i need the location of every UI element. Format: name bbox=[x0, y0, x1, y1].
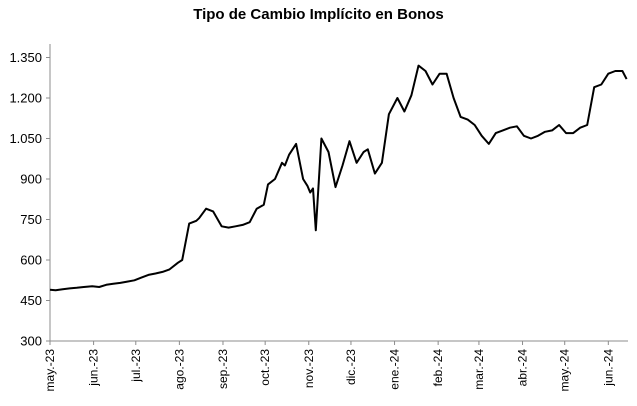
x-tick-label: may.-23 bbox=[43, 349, 57, 392]
x-tick-label: abr.-24 bbox=[516, 349, 530, 387]
series-line bbox=[49, 64, 628, 292]
axes bbox=[49, 44, 628, 342]
x-tick-label: ene.-24 bbox=[388, 349, 402, 390]
y-tick-label: 600 bbox=[20, 253, 42, 268]
x-tick-label: jun.-24 bbox=[601, 349, 615, 387]
y-ticks: 300 450 600 750 900 1.050 1.200 1.350 bbox=[9, 50, 50, 349]
x-tick-label: oct.-23 bbox=[258, 349, 272, 386]
x-tick-label: jul.-23 bbox=[129, 349, 143, 383]
y-tick-label: 900 bbox=[20, 172, 42, 187]
x-tick-label: ago.-23 bbox=[172, 349, 186, 390]
x-tick-label: dic.-23 bbox=[344, 349, 358, 385]
x-tick-label: may.-24 bbox=[558, 349, 572, 392]
x-tick-label: feb.-24 bbox=[431, 349, 445, 387]
y-tick-label: 1.200 bbox=[9, 91, 42, 106]
x-tick-label: nov.-23 bbox=[302, 349, 316, 388]
y-tick-label: 300 bbox=[20, 334, 42, 349]
x-tick-label: jun.-23 bbox=[87, 349, 101, 387]
y-tick-label: 1.350 bbox=[9, 50, 42, 65]
x-ticks: may.-23 jun.-23 jul.-23 ago.-23 sep.-23 oct.-… bbox=[43, 341, 615, 391]
x-tick-label: mar.-24 bbox=[472, 349, 486, 390]
y-tick-label: 1.050 bbox=[9, 131, 42, 146]
y-tick-label: 450 bbox=[20, 293, 42, 308]
y-tick-label: 750 bbox=[20, 212, 42, 227]
chart-title: Tipo de Cambio Implícito en Bonos bbox=[193, 6, 444, 23]
x-tick-label: sep.-23 bbox=[216, 349, 230, 389]
series bbox=[49, 64, 628, 292]
